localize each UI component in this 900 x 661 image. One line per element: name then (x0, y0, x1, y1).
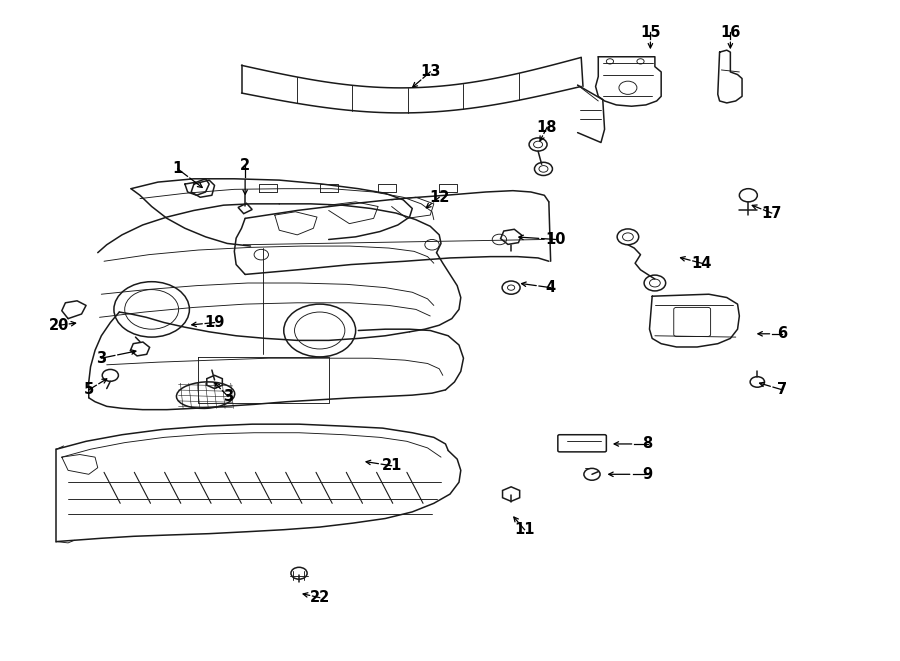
Text: 1: 1 (173, 161, 183, 176)
Text: 8: 8 (643, 436, 652, 451)
Text: 11: 11 (514, 522, 535, 537)
Text: 3: 3 (96, 351, 106, 366)
Text: 16: 16 (720, 25, 741, 40)
Text: 9: 9 (643, 467, 652, 482)
Text: 13: 13 (420, 64, 440, 79)
Text: 22: 22 (310, 590, 329, 605)
Text: 7: 7 (778, 382, 788, 397)
Text: 12: 12 (429, 190, 449, 205)
Text: 2: 2 (240, 158, 250, 173)
Text: 4: 4 (545, 280, 555, 295)
Text: 19: 19 (204, 315, 225, 330)
Text: 20: 20 (49, 318, 69, 332)
Text: 17: 17 (761, 206, 782, 221)
Text: 5: 5 (84, 382, 94, 397)
Text: 15: 15 (640, 25, 661, 40)
Text: 18: 18 (536, 120, 557, 135)
Text: 6: 6 (778, 327, 788, 341)
Text: 3: 3 (223, 389, 233, 404)
Text: 10: 10 (545, 232, 566, 247)
Text: 21: 21 (382, 458, 401, 473)
Text: 14: 14 (691, 256, 712, 271)
